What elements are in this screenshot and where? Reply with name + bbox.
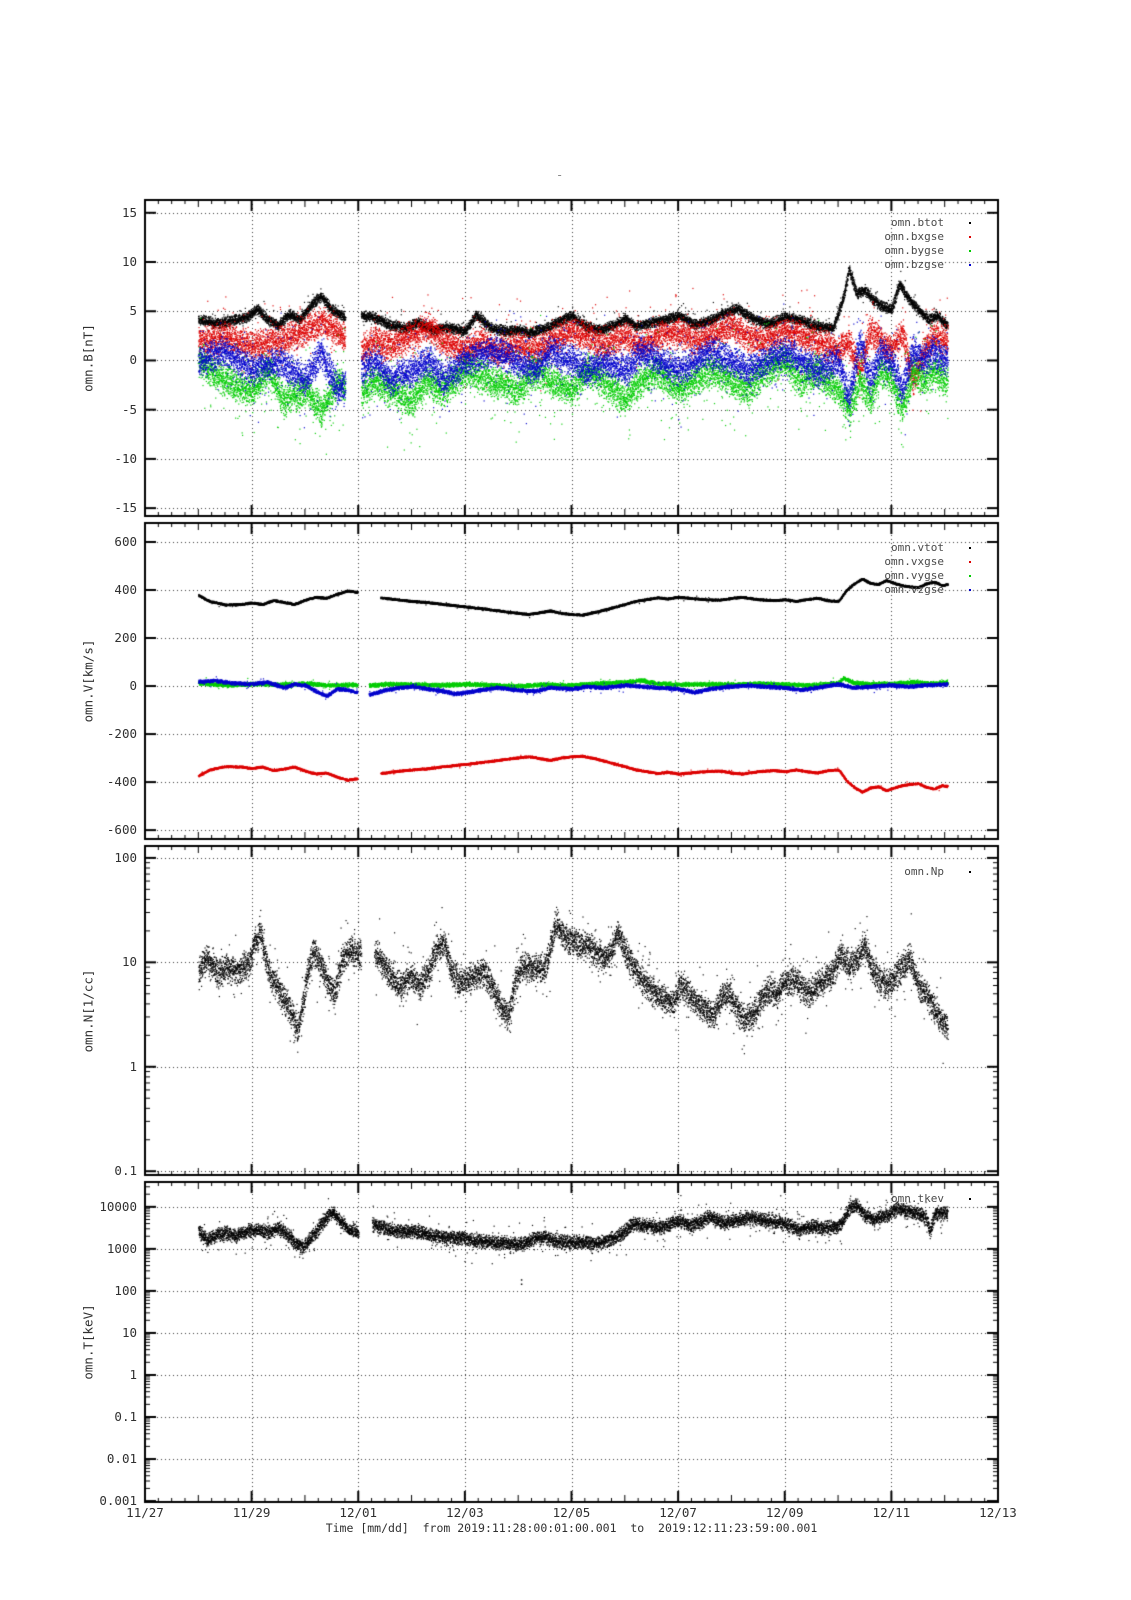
y-tick-label: 0.1 [114, 1163, 137, 1179]
legend-marker [969, 575, 971, 577]
legend-marker [969, 589, 971, 591]
x-tick-label: 11/27 [126, 1505, 164, 1520]
y-tick-label: 100 [114, 849, 137, 865]
y-tick-label: 200 [114, 630, 137, 646]
y-tick-label: -400 [106, 774, 137, 790]
y-tick-label: 1 [129, 1058, 137, 1074]
x-tick-label: 12/01 [339, 1505, 378, 1520]
legend-marker [969, 871, 971, 873]
y-tick-label: 0 [129, 678, 137, 694]
y-axis-label: omn.B[nT] [80, 324, 96, 392]
y-tick-label: 0.001 [99, 1493, 137, 1509]
y-tick-label: 600 [114, 533, 137, 549]
x-tick-label: 12/05 [552, 1505, 591, 1520]
x-tick-label: 12/13 [979, 1505, 1017, 1520]
legend-label: omn.bzgse [884, 258, 944, 271]
y-tick-label: 10 [121, 254, 137, 270]
figure-title-dash: - [556, 168, 564, 182]
legend-label: omn.bygse [884, 244, 944, 257]
legend-label: omn.vygse [884, 569, 944, 582]
y-tick-label: 10000 [99, 1198, 137, 1214]
y-tick-label: 10 [121, 1324, 137, 1340]
y-tick-label: 0 [129, 352, 137, 368]
y-tick-label: 10 [121, 954, 137, 970]
y-tick-label: 1 [129, 1366, 137, 1382]
y-tick-label: 1000 [106, 1240, 137, 1256]
legend-label: omn.Np [904, 865, 944, 878]
legend-label: omn.btot [891, 216, 944, 229]
legend-marker [969, 1198, 971, 1200]
legend-marker [969, 264, 971, 266]
legend-label: omn.tkev [891, 1192, 944, 1205]
y-tick-label: -10 [114, 450, 137, 466]
x-axis-caption: Time [mm/dd] from 2019:11:28:00:01:00.00… [325, 1521, 818, 1535]
x-tick-label: 12/03 [446, 1505, 484, 1520]
legend-marker [969, 236, 971, 238]
x-tick-label: 12/07 [659, 1505, 697, 1520]
y-tick-label: 0.1 [114, 1409, 137, 1424]
y-axis-label: omn.V[km/s] [80, 639, 96, 723]
legend-label: omn.vxgse [884, 555, 944, 568]
y-axis-label: omn.N[1/cc] [80, 969, 96, 1052]
y-tick-label: 0.01 [106, 1451, 137, 1467]
x-tick-label: 11/29 [232, 1505, 271, 1520]
y-tick-label: 100 [114, 1282, 137, 1298]
y-tick-label: -5 [121, 401, 137, 417]
legend-label: omn.bxgse [884, 230, 944, 243]
y-tick-label: 15 [121, 204, 137, 220]
y-tick-label: -15 [114, 500, 137, 516]
legend-label: omn.vzgse [884, 583, 944, 596]
y-tick-label: 400 [114, 581, 137, 597]
y-tick-label: -200 [106, 726, 137, 742]
y-tick-label: 5 [129, 303, 137, 319]
legend-marker [969, 250, 971, 252]
legend-marker [969, 547, 971, 549]
legend-marker [969, 561, 971, 563]
y-tick-label: -600 [106, 822, 137, 838]
legend-marker [969, 222, 971, 224]
legend-label: omn.vtot [891, 541, 944, 554]
y-axis-label: omn.T[keV] [80, 1304, 96, 1380]
x-tick-label: 12/11 [872, 1505, 911, 1520]
x-tick-label: 12/09 [765, 1505, 804, 1520]
